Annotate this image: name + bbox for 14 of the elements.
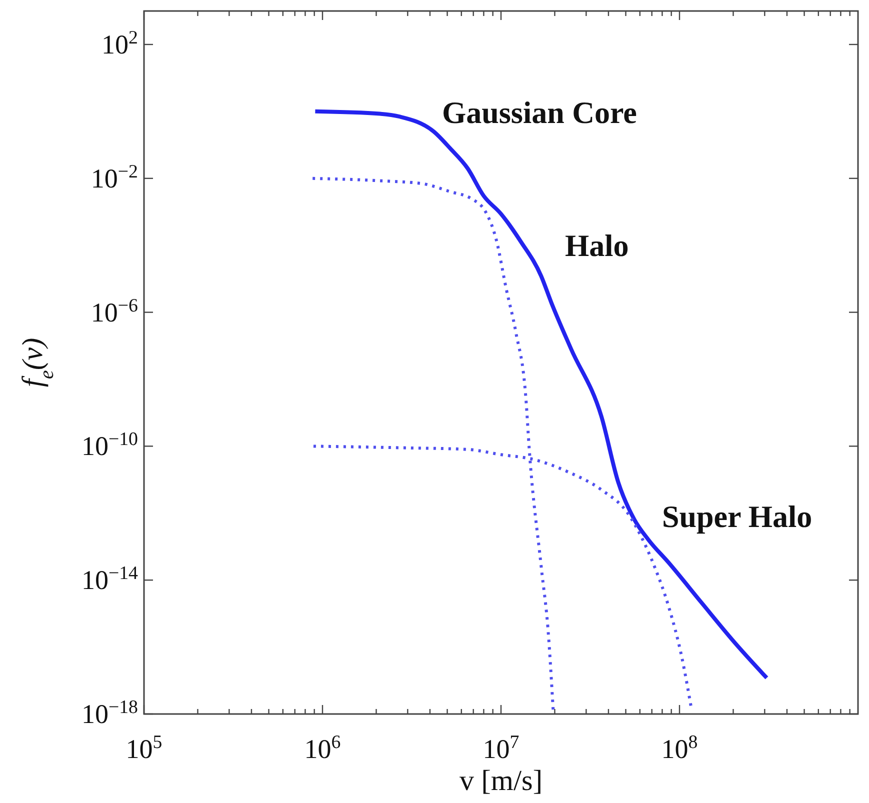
- y-tick-label: 10$^{−14}$: [81, 562, 139, 596]
- x-axis-title: v [m/s]: [460, 765, 542, 797]
- annotation: Halo: [565, 228, 629, 263]
- y-tick-label: 10$^{−2}$: [90, 160, 138, 194]
- x-tick-label: 10$^{6}$: [304, 732, 341, 764]
- y-tick-label: 10$^{−6}$: [90, 294, 138, 328]
- x-tick-label: 10$^{8}$: [661, 732, 698, 764]
- y-tick-label: 10$^{2}$: [102, 26, 138, 60]
- y-tick-label: 10$^{−18}$: [81, 696, 138, 729]
- annotation: Super Halo: [662, 498, 812, 534]
- annotation: Gaussian Core: [442, 94, 637, 130]
- x-tick-label: 10$^{5}$: [126, 732, 162, 764]
- x-tick-label: 10$^{7}$: [482, 732, 520, 764]
- y-tick-label: 10$^{−10}$: [81, 428, 138, 462]
